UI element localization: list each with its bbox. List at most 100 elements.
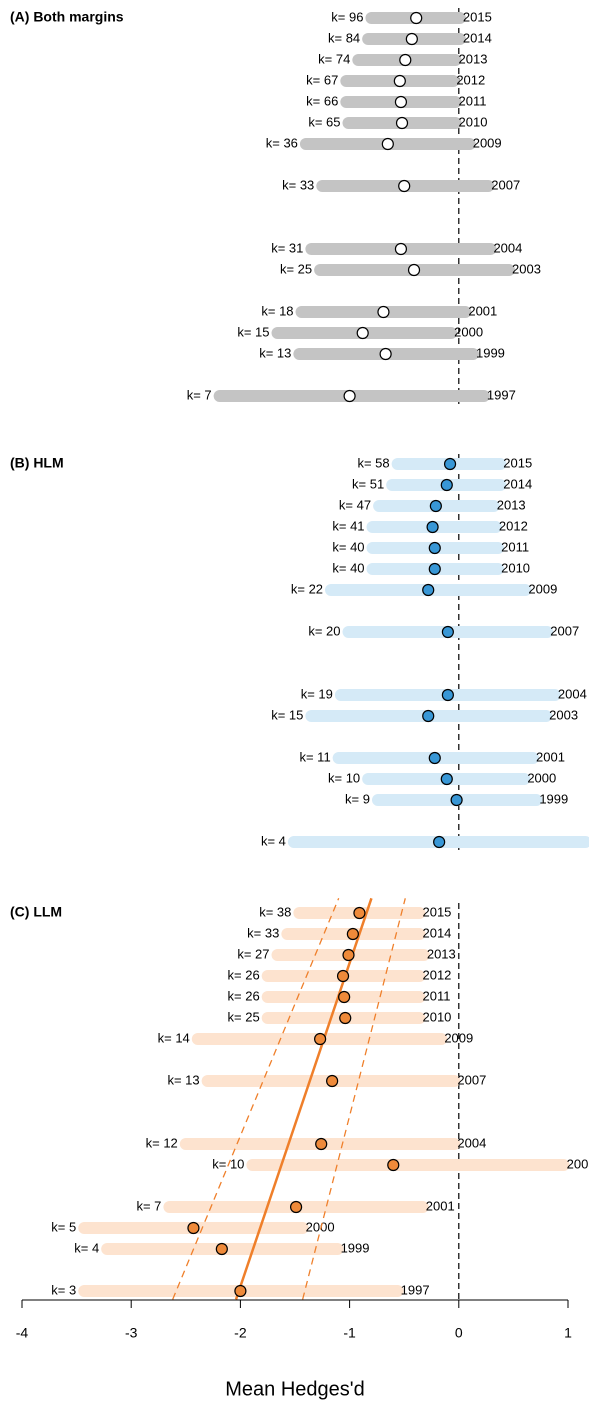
- year-label: 2010: [459, 114, 488, 129]
- mean-point: [395, 116, 409, 130]
- mean-point: [393, 74, 406, 88]
- k-label: k= 18: [261, 303, 293, 318]
- year-label: 2013: [459, 51, 488, 66]
- k-label: k= 31: [271, 240, 303, 255]
- k-label: k= 58: [357, 455, 389, 470]
- year-label: 2000: [527, 770, 556, 785]
- k-label: k= 26: [228, 967, 260, 982]
- mean-point: [422, 709, 435, 723]
- mean-point: [441, 625, 454, 639]
- year-label: 2010: [501, 560, 530, 575]
- mean-point: [353, 906, 366, 920]
- mean-point: [405, 32, 418, 46]
- mean-point: [422, 583, 435, 597]
- year-label: 2001: [536, 749, 565, 764]
- panel-title: (B) HLM: [10, 455, 64, 471]
- mean-point: [381, 137, 394, 151]
- x-axis-title: Mean Hedges'd: [225, 1378, 364, 1400]
- k-label: k= 96: [331, 9, 363, 24]
- mean-point: [314, 1032, 327, 1046]
- year-label: 2014: [463, 30, 492, 45]
- x-tick-label: -4: [16, 1325, 29, 1341]
- year-label: 2004: [457, 1135, 486, 1150]
- year-label: 2009: [528, 581, 557, 596]
- mean-point: [315, 1137, 328, 1151]
- year-label: 2013: [497, 497, 526, 512]
- year-label: 1999: [341, 1240, 370, 1255]
- trend-ci-lower: [172, 898, 340, 1300]
- k-label: k= 51: [352, 476, 384, 491]
- k-label: k= 65: [308, 114, 340, 129]
- mean-point: [356, 326, 369, 340]
- year-label: 2011: [422, 988, 450, 1003]
- year-label: 2000: [454, 324, 483, 339]
- trend-line: [234, 897, 373, 1300]
- k-label: k= 13: [167, 1072, 199, 1087]
- year-label: 2010: [422, 1009, 451, 1024]
- k-label: k= 15: [237, 324, 269, 339]
- k-label: k= 15: [271, 707, 303, 722]
- k-label: k= 41: [332, 518, 364, 533]
- year-label: 2014: [422, 925, 451, 940]
- year-label: 2001: [426, 1198, 455, 1213]
- year-label: 2012: [499, 518, 528, 533]
- mean-point: [338, 990, 351, 1004]
- mean-point: [326, 1074, 339, 1088]
- k-label: k= 4: [74, 1240, 99, 1255]
- year-label: 2000: [306, 1219, 335, 1234]
- k-label: k= 9: [345, 791, 370, 806]
- x-tick-label: -3: [125, 1325, 138, 1341]
- mean-point: [440, 478, 453, 492]
- mean-point: [428, 541, 441, 555]
- panel-title: (A) Both margins: [10, 9, 124, 25]
- year-label: 2003: [512, 261, 541, 276]
- year-label: 1997: [401, 1282, 430, 1297]
- mean-point: [450, 793, 463, 807]
- mean-point: [379, 347, 392, 361]
- k-label: k= 7: [187, 387, 212, 402]
- year-label: 2015: [503, 455, 532, 470]
- mean-point: [394, 95, 408, 109]
- k-label: k= 12: [146, 1135, 178, 1150]
- mean-point: [410, 11, 423, 25]
- x-tick-label: 0: [455, 1325, 463, 1341]
- k-label: k= 10: [328, 770, 360, 785]
- k-label: k= 14: [158, 1030, 190, 1045]
- k-label: k= 27: [237, 946, 269, 961]
- trend-ci-upper: [302, 898, 406, 1300]
- mean-point: [234, 1284, 247, 1298]
- mean-point: [394, 242, 408, 256]
- mean-point: [429, 499, 442, 513]
- year-label: 2012: [422, 967, 451, 982]
- year-label: 2003: [549, 707, 578, 722]
- k-label: k= 47: [339, 497, 371, 512]
- k-label: k= 11: [299, 749, 330, 764]
- k-label: k= 22: [291, 581, 323, 596]
- k-label: k= 40: [332, 539, 364, 554]
- mean-point: [398, 179, 411, 193]
- mean-point: [428, 751, 441, 765]
- mean-point: [440, 772, 453, 786]
- mean-point: [426, 520, 439, 534]
- year-label: 2003: [567, 1156, 589, 1171]
- year-label: 2004: [558, 686, 587, 701]
- k-label: k= 3: [51, 1282, 76, 1297]
- year-label: 2011: [459, 93, 487, 108]
- year-label: 2007: [457, 1072, 486, 1087]
- year-label: 2009: [473, 135, 502, 150]
- year-label: 2001: [468, 303, 497, 318]
- year-label: 2007: [491, 177, 520, 192]
- mean-point: [407, 263, 421, 277]
- mean-point: [443, 457, 457, 471]
- year-label: 2009: [444, 1030, 473, 1045]
- year-label: 1999: [476, 345, 505, 360]
- mean-point: [377, 305, 390, 319]
- k-label: k= 84: [328, 30, 360, 45]
- k-label: k= 67: [306, 72, 338, 87]
- year-label: 2004: [493, 240, 522, 255]
- year-label: 1997: [487, 387, 516, 402]
- k-label: k= 26: [228, 988, 260, 1003]
- mean-point: [399, 53, 412, 67]
- mean-point: [289, 1200, 303, 1214]
